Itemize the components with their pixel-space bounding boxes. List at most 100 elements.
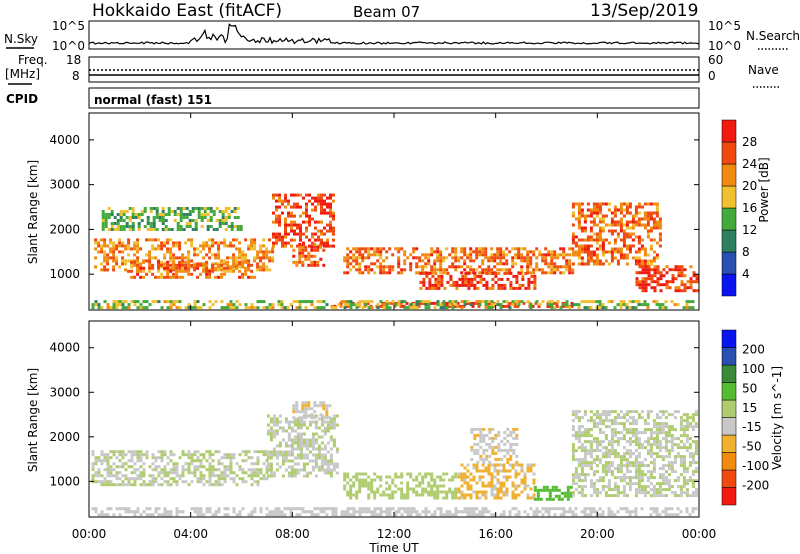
heatmap-cell — [664, 300, 668, 304]
heatmap-cell — [241, 471, 245, 475]
heatmap-cell — [310, 407, 314, 411]
heatmap-cell — [145, 306, 149, 310]
heatmap-cell — [367, 247, 371, 251]
heatmap-cell — [644, 289, 648, 293]
heatmap-cell — [619, 238, 623, 242]
heatmap-cell — [622, 491, 626, 495]
heatmap-cell — [649, 449, 653, 453]
heatmap-cell — [631, 238, 635, 242]
heatmap-cell — [142, 453, 146, 457]
heatmap-cell — [548, 494, 552, 498]
heatmap-cell — [121, 303, 125, 307]
heatmap-cell — [521, 277, 525, 281]
heatmap-cell — [275, 220, 278, 224]
heatmap-cell — [370, 487, 374, 491]
heatmap-cell — [634, 507, 638, 511]
heatmap-cell — [472, 490, 476, 494]
heatmap-cell — [475, 469, 479, 473]
heatmap-cell — [661, 510, 665, 514]
heatmap-cell — [217, 268, 221, 272]
heatmap-cell — [685, 491, 689, 495]
heatmap-cell — [235, 238, 239, 242]
heatmap-cell — [154, 465, 158, 469]
heatmap-cell — [308, 459, 312, 463]
heatmap-cell — [136, 247, 140, 251]
heatmap-cell — [622, 494, 626, 498]
heatmap-cell — [683, 274, 687, 278]
heatmap-cell — [199, 507, 203, 511]
heatmap-cell — [250, 468, 254, 472]
heatmap-cell — [580, 259, 584, 263]
heatmap-cell — [275, 462, 279, 466]
heatmap-cell — [376, 253, 380, 257]
heatmap-cell — [122, 225, 126, 228]
heatmap-cell — [481, 262, 485, 266]
heatmap-cell — [320, 435, 324, 439]
heatmap-cell — [139, 263, 143, 267]
heatmap-cell — [224, 219, 228, 222]
heatmap-cell — [616, 262, 620, 266]
heatmap-cell — [373, 496, 377, 500]
heatmap-cell — [434, 277, 438, 281]
heatmap-cell — [469, 507, 473, 511]
heatmap-cell — [481, 484, 485, 488]
heatmap-cell — [497, 448, 501, 452]
heatmap-cell — [296, 420, 300, 424]
heatmap-cell — [281, 438, 285, 442]
heatmap-cell — [179, 216, 183, 219]
heatmap-cell — [532, 510, 536, 514]
heatmap-cell — [583, 507, 587, 511]
heatmap-cell — [471, 304, 475, 308]
heatmap-cell — [422, 280, 426, 284]
heatmap-cell — [610, 461, 614, 465]
heatmap-cell — [221, 219, 225, 222]
heatmap-cell — [625, 410, 629, 414]
heatmap-cell — [157, 247, 161, 251]
heatmap-cell — [671, 274, 675, 278]
heatmap-cell — [571, 247, 575, 251]
heatmap-cell — [179, 219, 183, 222]
heatmap-cell — [434, 283, 438, 287]
heatmap-cell — [625, 413, 629, 417]
heatmap-cell — [163, 474, 167, 478]
heatmap-cell — [293, 462, 297, 466]
heatmap-cell — [586, 473, 590, 477]
heatmap-cell — [296, 432, 300, 436]
heatmap-cell — [592, 485, 596, 489]
heatmap-cell — [166, 241, 170, 245]
heatmap-cell — [625, 470, 629, 474]
heatmap-cell — [290, 459, 294, 463]
heatmap-cell — [221, 210, 225, 213]
heatmap-cell — [272, 447, 276, 451]
heatmap-cell — [539, 488, 543, 492]
heatmap-cell — [121, 262, 125, 266]
heatmap-cell — [671, 277, 675, 281]
heatmap-cell — [586, 431, 590, 435]
heatmap-cell — [580, 229, 584, 233]
heatmap-cell — [305, 447, 309, 451]
heatmap-cell — [433, 268, 437, 272]
heatmap-cell — [118, 250, 122, 254]
heatmap-cell — [661, 410, 665, 414]
heatmap-cell — [598, 226, 602, 230]
heatmap-cell — [625, 306, 629, 310]
heatmap-cell — [379, 256, 383, 260]
heatmap-cell — [209, 207, 213, 210]
heatmap-cell — [598, 238, 602, 242]
heatmap-cell — [160, 241, 164, 245]
heatmap-cell — [259, 468, 263, 472]
heatmap-cell — [652, 419, 656, 423]
heatmap-cell — [352, 510, 356, 514]
heatmap-cell — [607, 464, 611, 468]
heatmap-cell — [583, 458, 587, 462]
heatmap-cell — [622, 244, 626, 248]
heatmap-cell — [284, 244, 287, 248]
heatmap-cell — [631, 422, 635, 426]
heatmap-cell — [329, 468, 333, 472]
heatmap-cell — [634, 208, 638, 212]
heatmap-cell — [290, 453, 294, 457]
heatmap-cell — [287, 223, 290, 227]
heatmap-cell — [298, 251, 302, 255]
heatmap-cell — [577, 211, 581, 215]
heatmap-cell — [94, 474, 98, 478]
